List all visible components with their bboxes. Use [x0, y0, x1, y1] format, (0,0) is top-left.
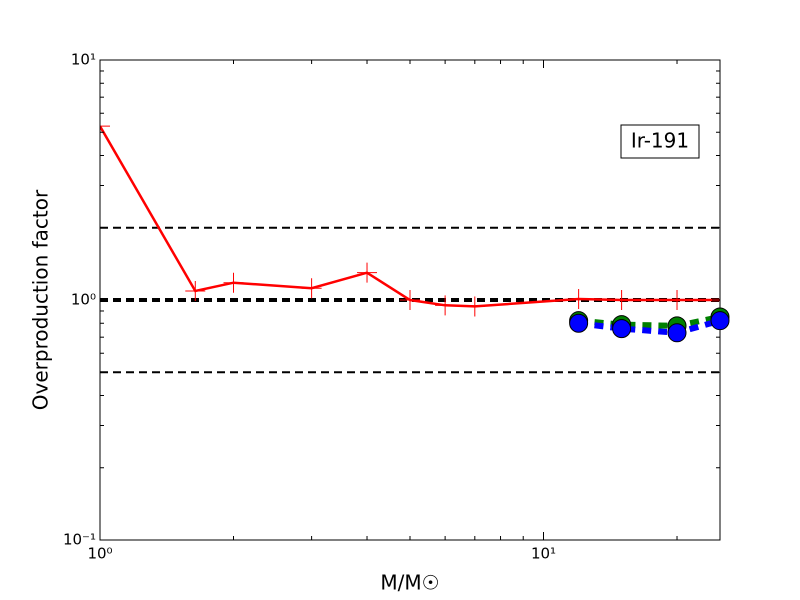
series-line: [578, 317, 720, 336]
x-axis-label: M/M☉: [380, 571, 439, 595]
point: [569, 313, 589, 333]
y-tick-label: 10⁰: [71, 291, 96, 309]
point: [185, 281, 206, 302]
series-line: [578, 313, 720, 329]
annotation-box: [620, 124, 700, 159]
point: [435, 295, 456, 316]
point: [612, 319, 632, 339]
point: [611, 290, 632, 310]
point: [223, 272, 244, 293]
y-tick-label: 10¹: [71, 51, 96, 69]
y-tick-label: 10⁻¹: [63, 531, 96, 549]
point: [464, 296, 485, 317]
y-axis-label: Overproduction factor: [29, 189, 53, 410]
x-tick-label: 10¹: [531, 545, 556, 563]
point: [400, 290, 420, 310]
point: [667, 323, 687, 343]
point: [710, 311, 730, 331]
x-tick-label: 10⁰: [87, 545, 112, 563]
point: [301, 278, 322, 299]
point: [357, 262, 378, 283]
point: [100, 116, 110, 137]
annotation: Ir-191: [631, 129, 689, 153]
point: [568, 288, 589, 309]
point: [667, 290, 688, 310]
